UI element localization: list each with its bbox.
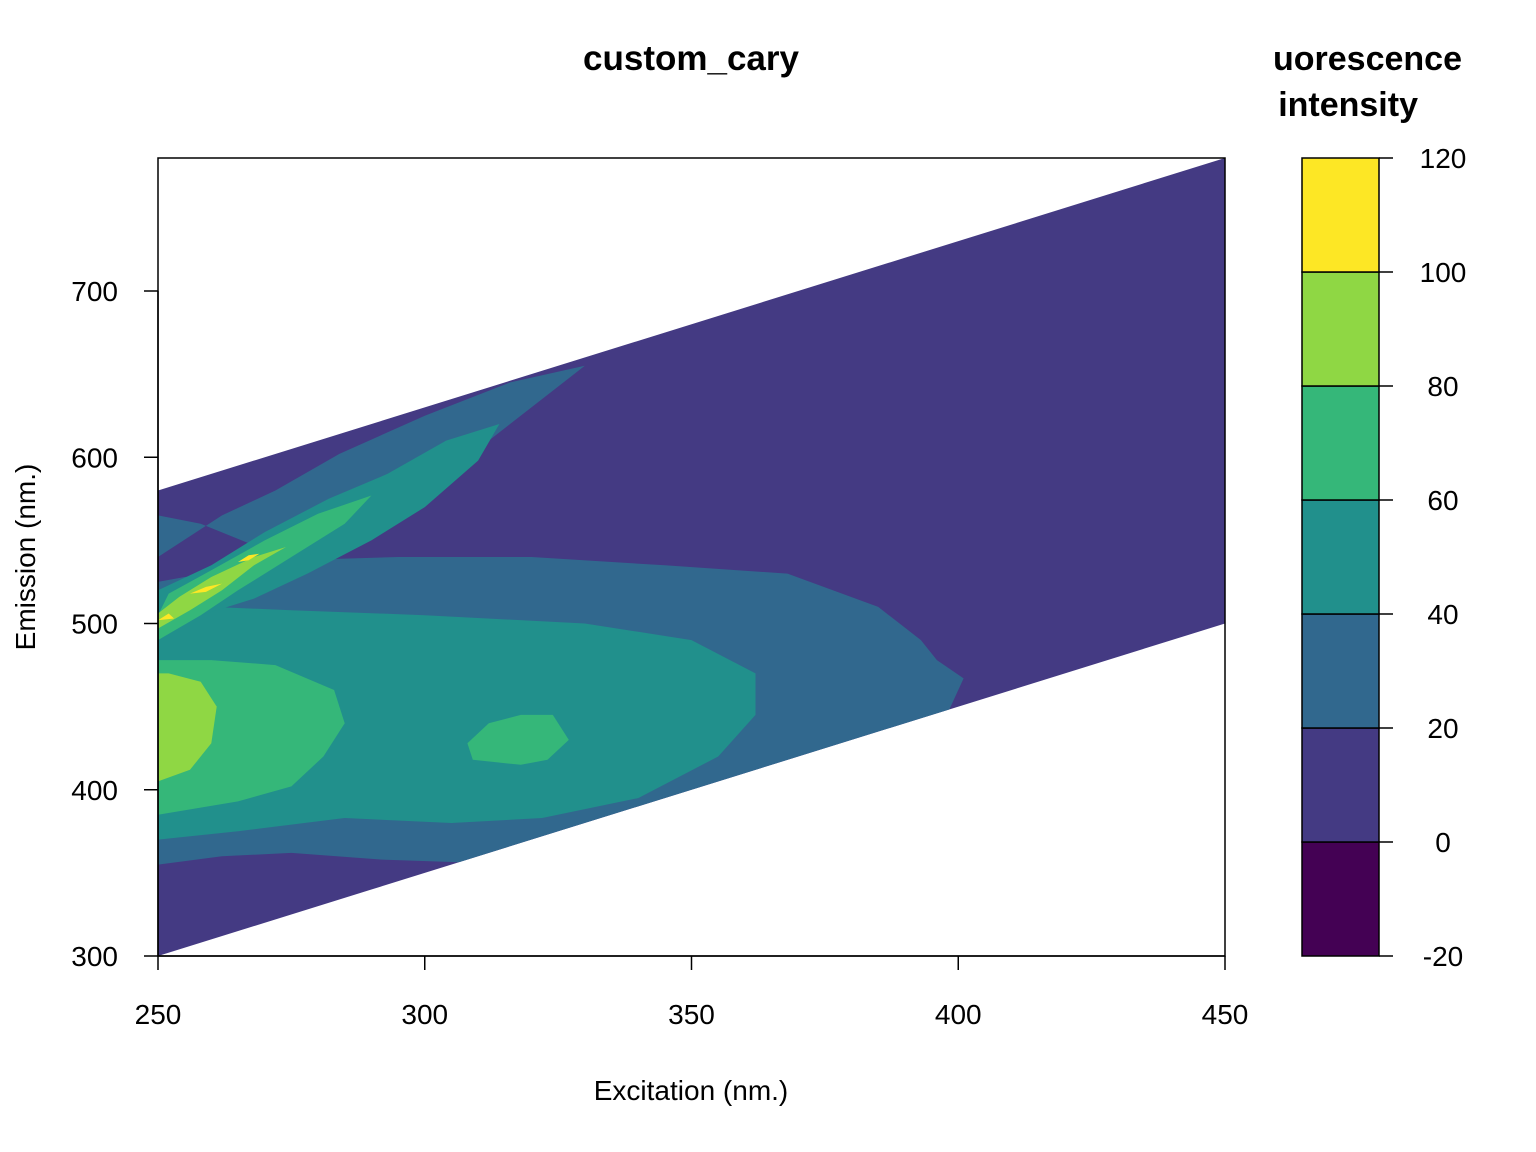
legend-label-120: 120 [1420, 143, 1467, 174]
legend-label-80: 80 [1427, 371, 1458, 402]
plot-region [158, 158, 1225, 956]
contour-band-100-120-9 [190, 583, 222, 594]
legend-swatch--20-0 [1301, 841, 1380, 957]
legend-swatch-20-40 [1301, 613, 1380, 729]
legend-label-20: 20 [1427, 713, 1458, 744]
contour-band-20-40-1 [158, 365, 585, 557]
y-tick-label-700: 700 [71, 276, 118, 307]
legend-title-line-1: uorescence [1273, 40, 1462, 78]
chart-title: custom_cary [583, 39, 799, 78]
legend-label--20: -20 [1423, 941, 1463, 972]
legend-swatch-0-20 [1301, 727, 1380, 843]
y-tick-label-300: 300 [71, 941, 118, 972]
legend-swatch-100-120 [1301, 157, 1380, 273]
x-tick-label-400: 400 [935, 999, 982, 1030]
x-tick-label-350: 350 [668, 999, 715, 1030]
contour-band-80-100-7 [158, 673, 217, 782]
contour-band-60-80-6 [467, 714, 569, 765]
x-axis: 250 300 350 400 450 [135, 955, 1249, 1030]
legend-swatch-80-100 [1301, 271, 1380, 387]
y-axis: 300 400 500 600 700 [71, 276, 159, 972]
x-axis-label: Excitation (nm.) [594, 1075, 789, 1106]
x-tick-label-300: 300 [401, 999, 448, 1030]
contour-band-60-80-5 [158, 495, 372, 641]
x-tick-label-450: 450 [1202, 999, 1249, 1030]
contour-band-40-60-2 [158, 606, 756, 840]
color-legend: -20 0 20 40 60 80 100 120 [1301, 143, 1467, 972]
contour-band-100-120-11 [238, 553, 260, 562]
contour-band-100-120-10 [158, 613, 174, 621]
y-tick-label-400: 400 [71, 775, 118, 806]
legend-swatch-40-60 [1301, 499, 1380, 615]
legend-swatch-60-80 [1301, 385, 1380, 501]
y-axis-label: Emission (nm.) [10, 464, 41, 651]
y-tick-label-500: 500 [71, 609, 118, 640]
x-tick-label-250: 250 [135, 999, 182, 1030]
legend-label-0: 0 [1435, 827, 1451, 858]
legend-title-line-2: intensity [1278, 86, 1418, 124]
y-tick-label-600: 600 [71, 442, 118, 473]
legend-label-100: 100 [1420, 257, 1467, 288]
legend-label-40: 40 [1427, 599, 1458, 630]
contour-band-80-100-8 [158, 547, 286, 629]
legend-label-60: 60 [1427, 485, 1458, 516]
